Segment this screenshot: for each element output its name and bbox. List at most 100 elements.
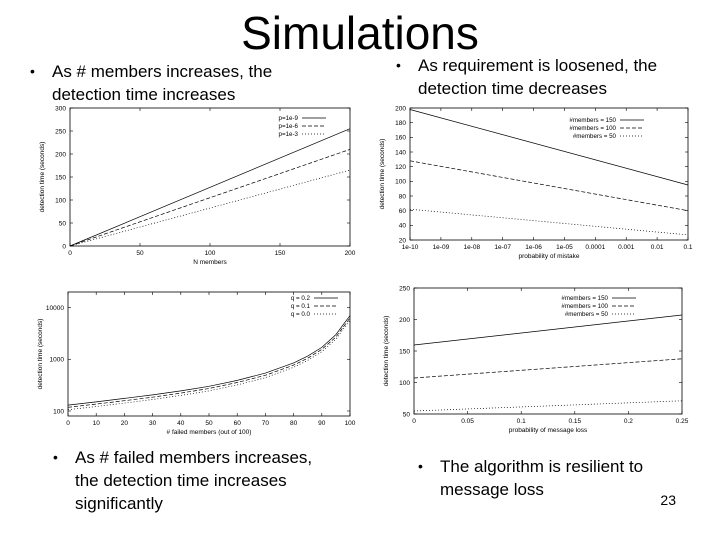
bullet-dot: • xyxy=(53,449,58,465)
x-tick-label: 20 xyxy=(121,420,129,427)
x-tick-label: 0.01 xyxy=(651,244,664,251)
y-tick-label: 1000 xyxy=(50,357,65,364)
y-axis-label: detection time (seconds) xyxy=(383,316,390,387)
x-tick-label: 1e-08 xyxy=(463,244,480,251)
x-tick-label: 0.25 xyxy=(676,418,689,425)
legend-label: #members = 150 xyxy=(569,117,616,124)
x-tick-label: 0.05 xyxy=(461,418,474,425)
y-tick-label: 120 xyxy=(395,164,406,171)
x-tick-label: 10 xyxy=(93,420,101,427)
x-tick-label: 0.1 xyxy=(683,244,692,251)
y-tick-label: 150 xyxy=(55,174,66,181)
y-tick-label: 40 xyxy=(399,223,407,230)
legend-label: p=1e-3 xyxy=(279,131,299,138)
series-line xyxy=(67,315,351,406)
x-tick-label: 0.1 xyxy=(517,418,526,425)
y-tick-label: 200 xyxy=(399,317,410,324)
x-tick-label: 80 xyxy=(290,420,298,427)
x-tick-label: 100 xyxy=(345,420,356,427)
x-tick-label: 0 xyxy=(68,250,72,257)
x-tick-label: 1e-07 xyxy=(494,244,511,251)
chart-message-loss: 0 0.05 0.1 0.15 0.2 0.25 50 100 150 200 250 probabi… xyxy=(383,285,689,434)
chart-failed-members: 0 10 20 30 40 50 60 70 80 90 100 100 1000 10000 # fail… xyxy=(37,291,356,436)
y-tick-label: 250 xyxy=(55,128,66,135)
y-tick-label: 200 xyxy=(395,105,406,112)
y-tick-label: 100 xyxy=(395,179,406,186)
series-line xyxy=(409,109,689,186)
series-line xyxy=(413,358,683,379)
x-tick-label: 100 xyxy=(205,250,216,257)
x-tick-label: 70 xyxy=(262,420,270,427)
y-axis-label: detection time (seconds) xyxy=(37,319,44,390)
bullet-dot: • xyxy=(30,63,35,79)
legend-label: #members = 100 xyxy=(569,125,616,132)
x-tick-label: 0 xyxy=(412,418,416,425)
series-line xyxy=(413,400,683,412)
x-tick-label: 1e-09 xyxy=(433,244,450,251)
slide-title: Simulations xyxy=(241,7,479,59)
x-tick-label: 150 xyxy=(275,250,286,257)
x-tick-label: 0.0001 xyxy=(585,244,605,251)
legend-label: q = 0.0 xyxy=(291,311,311,318)
x-tick-label: 200 xyxy=(345,250,356,257)
y-tick-label: 0 xyxy=(62,243,66,250)
y-tick-label: 60 xyxy=(399,208,407,215)
x-axis-label: N members xyxy=(193,259,227,266)
bullet-text: As # members increases, the detection ti… xyxy=(52,62,273,104)
x-tick-label: 60 xyxy=(234,420,242,427)
legend-label: #members = 50 xyxy=(565,311,609,318)
y-tick-label: 10000 xyxy=(46,305,64,312)
x-tick-label: 50 xyxy=(205,420,213,427)
y-tick-label: 100 xyxy=(55,197,66,204)
y-tick-label: 80 xyxy=(399,193,407,200)
legend-label: #members = 150 xyxy=(561,295,608,302)
plot-frame xyxy=(69,107,351,247)
series-line xyxy=(69,149,351,247)
series-line xyxy=(67,317,351,408)
series-line xyxy=(67,319,351,411)
legend-label: p=1e-9 xyxy=(279,115,299,122)
bullet-dot: • xyxy=(396,57,401,73)
bullet-dot: • xyxy=(418,458,423,474)
y-tick-label: 180 xyxy=(395,120,406,127)
legend-label: q = 0.2 xyxy=(291,295,311,302)
x-tick-label: 0.15 xyxy=(568,418,581,425)
bullet-text: The algorithm is resilient to message lo… xyxy=(440,457,644,499)
x-tick-label: 90 xyxy=(318,420,326,427)
bullet-requirement: • As requirement is loosened, the detect… xyxy=(396,54,678,100)
legend-label: #members = 100 xyxy=(561,303,608,310)
series-line xyxy=(409,208,689,236)
y-tick-label: 140 xyxy=(395,149,406,156)
series-line xyxy=(409,160,689,212)
x-tick-label: 1e-06 xyxy=(525,244,542,251)
bullet-text: As requirement is loosened, the detectio… xyxy=(418,56,658,98)
y-axis-label: detection time (seconds) xyxy=(39,142,46,213)
y-tick-label: 300 xyxy=(55,105,66,112)
page-number: 23 xyxy=(660,492,676,508)
y-tick-label: 160 xyxy=(395,135,406,142)
y-tick-label: 100 xyxy=(399,380,410,387)
y-tick-label: 50 xyxy=(403,411,411,418)
plot-frame xyxy=(409,107,689,241)
series-line xyxy=(69,128,351,247)
series-line xyxy=(69,169,351,247)
chart-members: 0 50 100 150 200 0 50 100 150 200 250 300 N members d… xyxy=(39,105,356,266)
x-axis-label: probability of message loss xyxy=(509,427,588,434)
y-tick-label: 50 xyxy=(59,220,67,227)
chart-probability-mistake: 1e-10 1e-09 1e-08 1e-07 1e-06 1e-05 0.0001 0.00… xyxy=(379,105,693,260)
legend-label: p=1e-6 xyxy=(279,123,299,130)
x-axis-label: # failed members (out of 100) xyxy=(167,429,252,436)
y-tick-label: 200 xyxy=(55,151,66,158)
series-line xyxy=(413,314,683,346)
y-tick-label: 20 xyxy=(399,237,407,244)
y-axis-label: detection time (seconds) xyxy=(379,139,386,210)
x-tick-label: 30 xyxy=(149,420,157,427)
x-tick-label: 50 xyxy=(136,250,144,257)
y-tick-label: 250 xyxy=(399,285,410,292)
y-tick-label: 100 xyxy=(53,408,64,415)
x-tick-label: 0.001 xyxy=(618,244,635,251)
bullet-message-loss: • The algorithm is resilient to message … xyxy=(418,455,690,501)
bullet-members: • As # members increases, the detection … xyxy=(30,60,312,106)
x-tick-label: 1e-10 xyxy=(402,244,419,251)
plot-frame xyxy=(413,287,683,415)
